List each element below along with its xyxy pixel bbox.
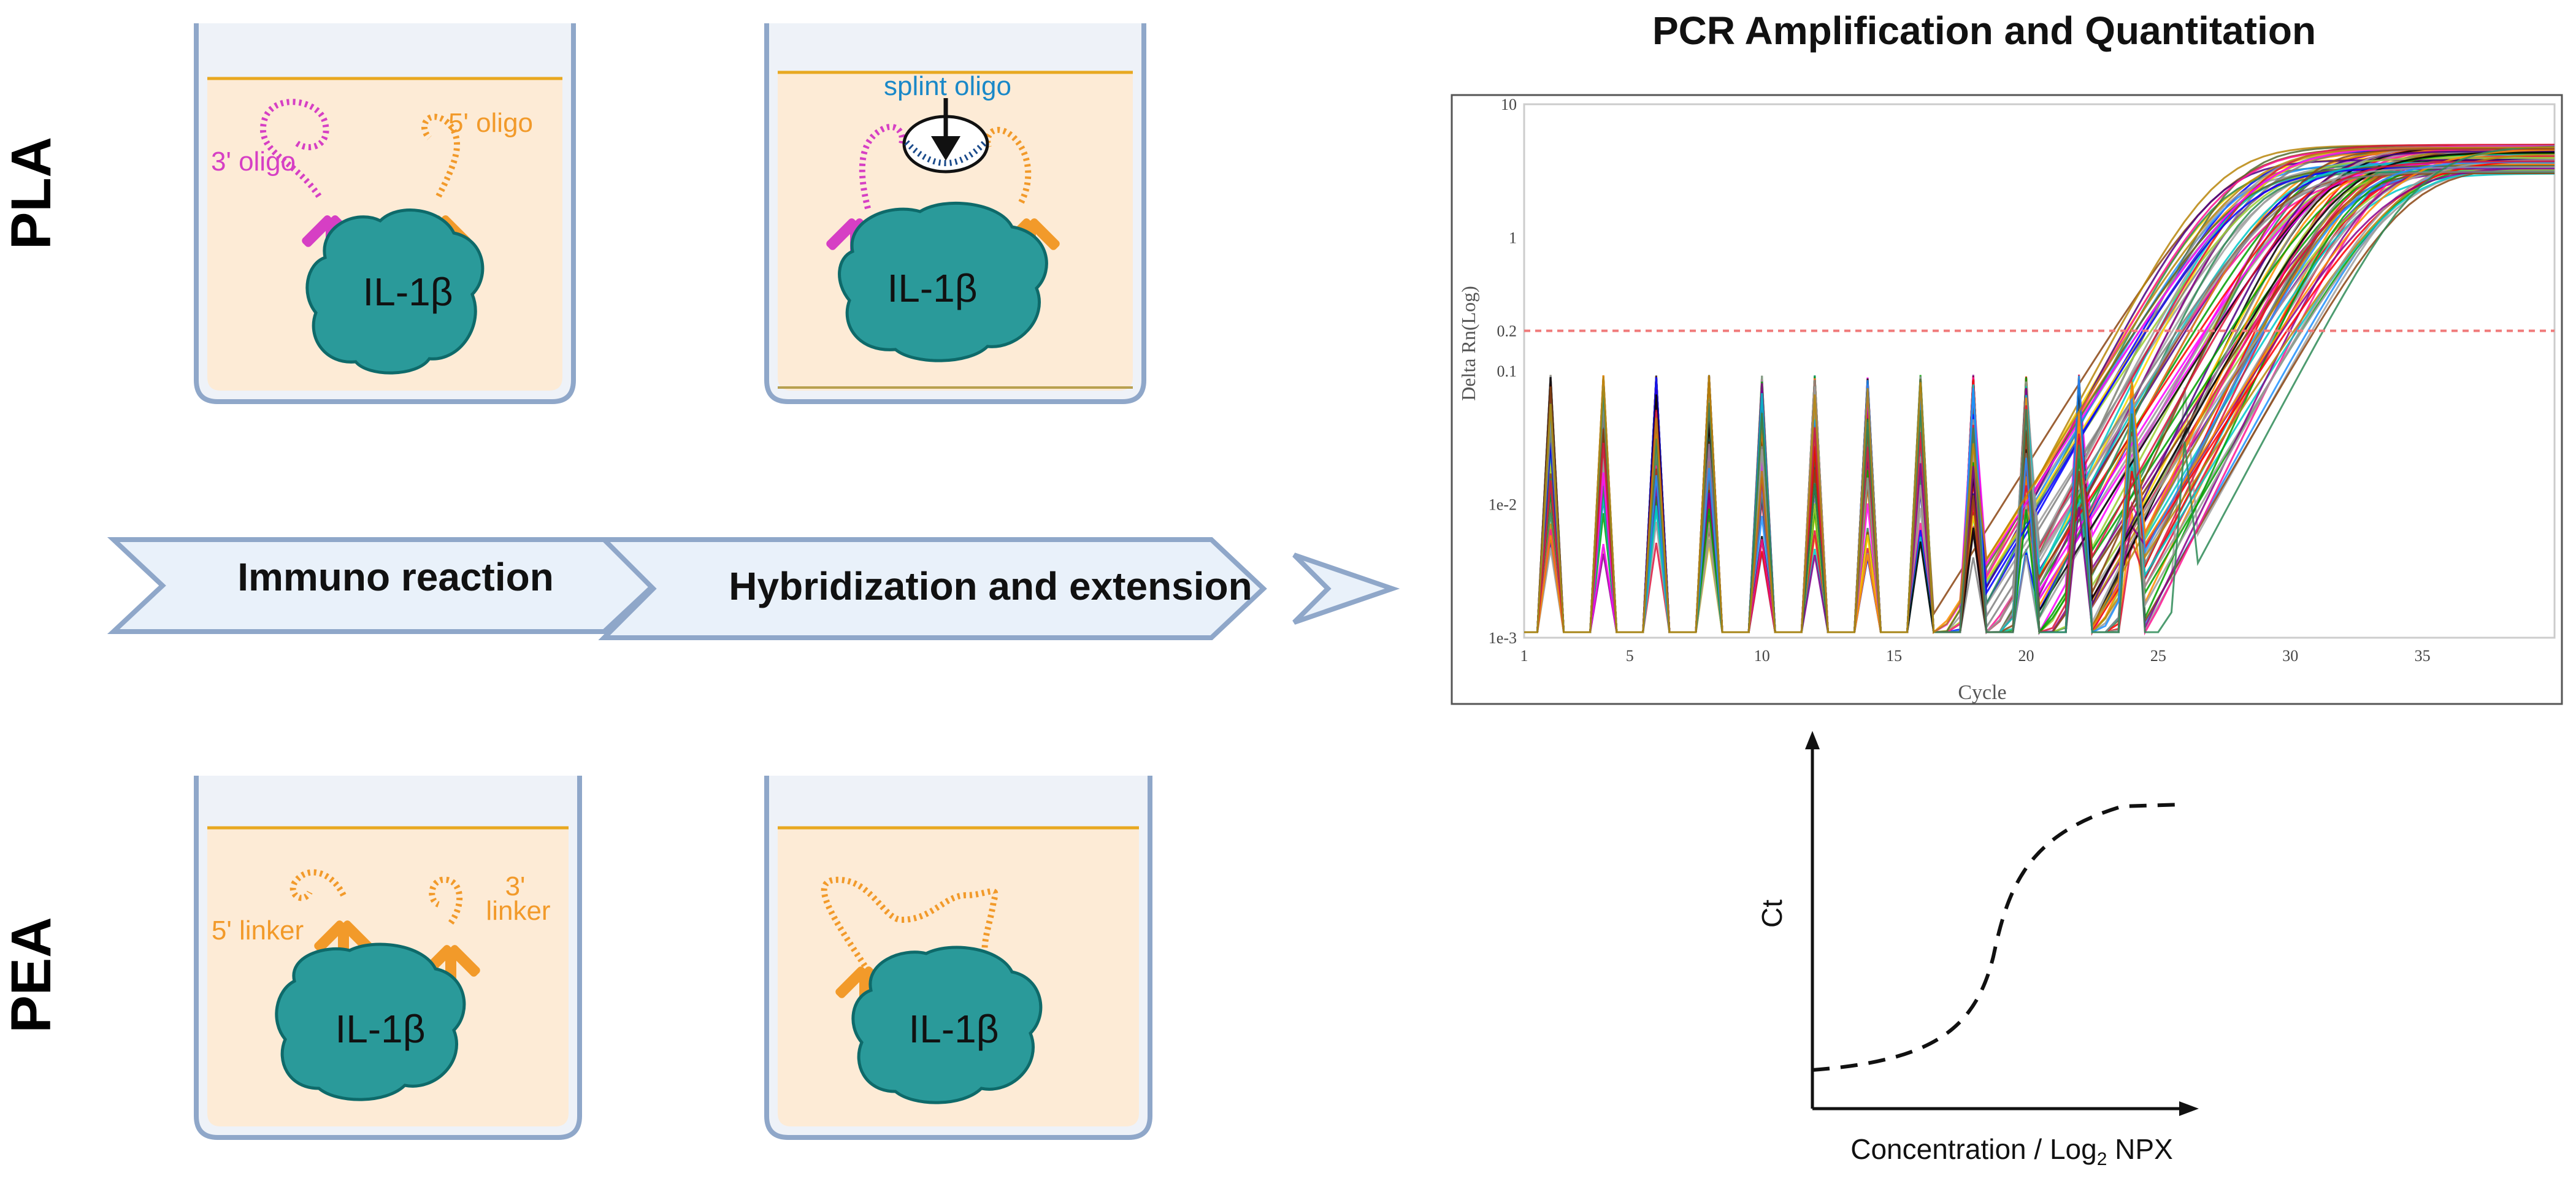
axis-arrowhead-icon [2179, 1101, 2199, 1116]
pcr-y-tick-label: 0.2 [1497, 323, 1517, 340]
il1b-protein-icon [851, 946, 1043, 1104]
protein-label: IL-1β [887, 266, 977, 310]
pcr-y-tick-label: 1 [1509, 229, 1517, 247]
pcr-x-axis-label: Cycle [1958, 681, 2006, 704]
il1b-protein-icon [838, 201, 1048, 362]
arrow-down-icon [931, 136, 960, 161]
pcr-y-tick-label: 10 [1501, 96, 1517, 113]
pcr-y-tick-label: 1e-2 [1489, 496, 1517, 514]
hybridization-label: Hybridization and extension [729, 564, 1252, 608]
pcr-x-tick-label: 1 [1520, 647, 1528, 665]
pcr-x-tick-label: 10 [1754, 647, 1770, 665]
axis-arrowhead-icon [1805, 731, 1820, 749]
pcr-x-tick-label: 20 [2018, 647, 2034, 665]
pcr-x-tick-label: 35 [2415, 647, 2431, 665]
oligo-3-label: 3' oligo [211, 147, 296, 177]
std-y-axis-label: Ct [1756, 900, 1788, 928]
pcr-y-tick-label: 1e-3 [1489, 629, 1517, 647]
pcr-y-tick-label: 0.1 [1497, 362, 1517, 380]
chevron-right-icon [1292, 552, 1400, 625]
oligo-5-label: 5' oligo [448, 108, 533, 138]
pcr-x-tick-label: 5 [1626, 647, 1634, 665]
protein-label: IL-1β [335, 1007, 425, 1051]
pcr-x-tick-label: 15 [1886, 647, 1902, 665]
pea-immuno-well: IL-1β 5' linker 3' linker [194, 776, 582, 1140]
std-x-axis-label: Concentration / Log2 NPX [1850, 1133, 2173, 1169]
hybridization-arrow [598, 537, 1267, 640]
pla-row-label: PLA [0, 137, 63, 250]
pcr-title: PCR Amplification and Quantitation [1652, 9, 2316, 53]
process-arrows: Immuno reaction Hybridization and extens… [107, 537, 1400, 640]
std-sigmoid-curve [1812, 803, 2184, 1072]
pcr-series-line [1524, 146, 2555, 634]
immuno-reaction-label: Immuno reaction [237, 555, 554, 599]
protein-label: IL-1β [362, 270, 453, 314]
standard-curve: Ct Concentration / Log2 NPX [1756, 731, 2199, 1169]
pea-hybrid-well: IL-1β [764, 776, 1152, 1140]
pcr-x-tick-label: 25 [2150, 647, 2166, 665]
protein-label: IL-1β [908, 1007, 999, 1051]
pcr-x-tick-label: 30 [2282, 647, 2298, 665]
linker-5-label: 5' linker [212, 915, 304, 946]
il1b-protein-icon [275, 942, 466, 1101]
pea-row-label: PEA [0, 917, 63, 1033]
pla-hybrid-well: IL-1β splint oligo [764, 23, 1146, 404]
il1b-protein-icon [305, 208, 485, 375]
pla-immuno-well: IL-1β 3' oligo 5' oligo [194, 23, 576, 404]
linker-3-label-line2: linker [486, 896, 550, 926]
splint-oligo-label: splint oligo [884, 71, 1011, 101]
pcr-amplification-curves [1524, 143, 2555, 636]
linker-3-label-line1: 3' [505, 871, 526, 901]
pcr-y-axis-label: Delta Rn(Log) [1457, 286, 1479, 401]
